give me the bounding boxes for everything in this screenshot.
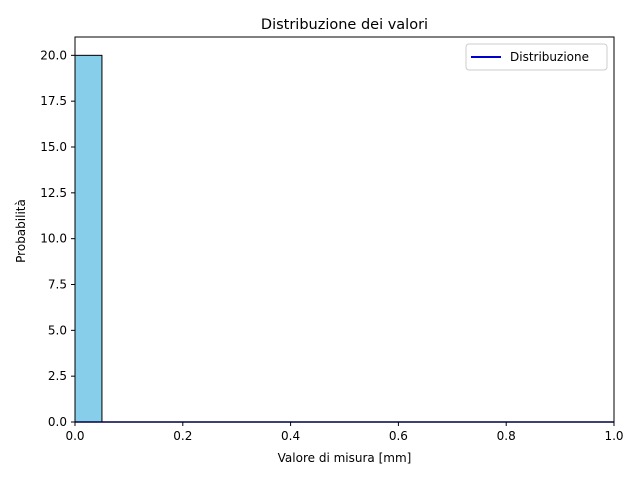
legend-label: Distribuzione	[510, 50, 589, 64]
legend-box	[465, 43, 608, 71]
x-tick-label: 0.2	[173, 429, 192, 443]
y-tick-label: 20.0	[40, 48, 67, 62]
y-tick-label: 2.5	[48, 369, 67, 383]
x-tick-label: 0.4	[281, 429, 300, 443]
axes: 0.0 0.2 0.4 0.6 0.8 1.0 0.0 2.5 5.0 7.5 10.0 12.5 15…	[40, 36, 624, 443]
y-tick-label: 0.0	[48, 415, 67, 429]
y-tick-label: 10.0	[40, 232, 67, 246]
x-tick-label: 0.8	[497, 429, 516, 443]
x-tick-label: 0.0	[65, 429, 84, 443]
y-tick-label: 12.5	[40, 186, 67, 200]
chart-title: Distribuzione dei valori	[261, 17, 428, 33]
legend: Distribuzione	[465, 43, 608, 71]
histogram-bar	[74, 54, 103, 423]
plot-area	[74, 54, 614, 423]
x-axis-label: Valore di misura [mm]	[278, 451, 412, 465]
y-tick-label: 15.0	[40, 140, 67, 154]
x-tick-label: 0.6	[389, 429, 408, 443]
axes-frame	[74, 36, 615, 423]
y-tick-label: 7.5	[48, 278, 67, 292]
x-tick-label: 1.0	[604, 429, 623, 443]
y-tick-label: 5.0	[48, 323, 67, 337]
y-tick-label: 17.5	[40, 94, 67, 108]
y-axis-label: Probabilità	[14, 199, 28, 263]
